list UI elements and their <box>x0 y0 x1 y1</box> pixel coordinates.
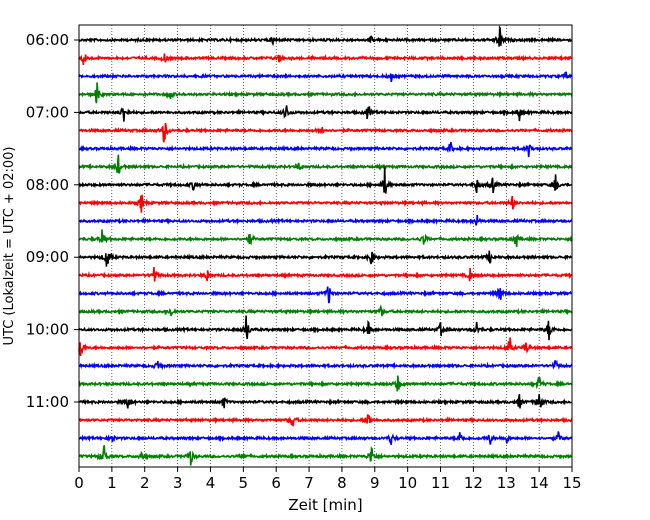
trace-1130 <box>78 431 573 445</box>
x-tick-label-12: 12 <box>464 474 483 492</box>
trace-1145 <box>78 445 573 466</box>
x-tick-label-7: 7 <box>304 474 314 492</box>
y-tick-label-5: 11:00 <box>26 393 69 411</box>
x-tick-label-14: 14 <box>530 474 549 492</box>
x-tick-label-2: 2 <box>140 474 150 492</box>
x-tick-label-13: 13 <box>497 474 516 492</box>
seismogram-traces <box>78 25 573 466</box>
y-tick-label-2: 08:00 <box>26 176 69 194</box>
trace-0815 <box>78 194 573 213</box>
x-tick-label-11: 11 <box>431 474 450 492</box>
x-tick-label-6: 6 <box>271 474 281 492</box>
trace-0900 <box>78 250 573 267</box>
trace-0630 <box>78 71 573 83</box>
y-axis-label: UTC (Lokalzeit = UTC + 02:00) <box>2 147 17 346</box>
trace-0645 <box>78 82 573 104</box>
trace-1045 <box>78 375 573 392</box>
trace-0915 <box>78 266 572 282</box>
y-axis-ticks: 06:00 07:00 08:00 09:00 10:00 11:00 <box>26 31 79 411</box>
trace-0930 <box>78 286 573 304</box>
trace-1015 <box>78 337 573 357</box>
trace-0845 <box>78 229 573 247</box>
x-tick-label-3: 3 <box>173 474 183 492</box>
y-tick-label-3: 09:00 <box>26 248 69 266</box>
trace-0715 <box>78 122 573 143</box>
x-tick-label-10: 10 <box>398 474 417 492</box>
trace-0745 <box>78 154 573 174</box>
y-tick-label-4: 10:00 <box>26 321 69 339</box>
trace-1115 <box>78 414 573 427</box>
trace-1000 <box>78 315 573 341</box>
trace-0730 <box>78 141 573 158</box>
x-tick-label-1: 1 <box>107 474 117 492</box>
trace-0700 <box>78 105 573 122</box>
trace-0615 <box>78 53 573 66</box>
trace-0800 <box>78 166 573 194</box>
plot-frame <box>78 24 573 468</box>
y-tick-label-0: 06:00 <box>26 31 69 49</box>
x-axis-label: Zeit [min] <box>288 496 362 514</box>
x-tick-label-5: 5 <box>239 474 249 492</box>
trace-0600 <box>78 25 573 47</box>
trace-0830 <box>78 214 573 226</box>
x-tick-label-15: 15 <box>562 474 581 492</box>
x-axis-ticks: 0 1 2 3 4 5 6 7 8 9 10 11 12 13 14 15 <box>74 467 582 492</box>
x-tick-label-0: 0 <box>74 474 84 492</box>
x-tick-label-8: 8 <box>337 474 347 492</box>
trace-1100 <box>78 394 573 409</box>
trace-1030 <box>78 359 573 371</box>
y-tick-label-1: 07:00 <box>26 103 69 121</box>
x-tick-label-9: 9 <box>370 474 380 492</box>
trace-0945 <box>78 304 573 317</box>
x-tick-label-4: 4 <box>206 474 216 492</box>
